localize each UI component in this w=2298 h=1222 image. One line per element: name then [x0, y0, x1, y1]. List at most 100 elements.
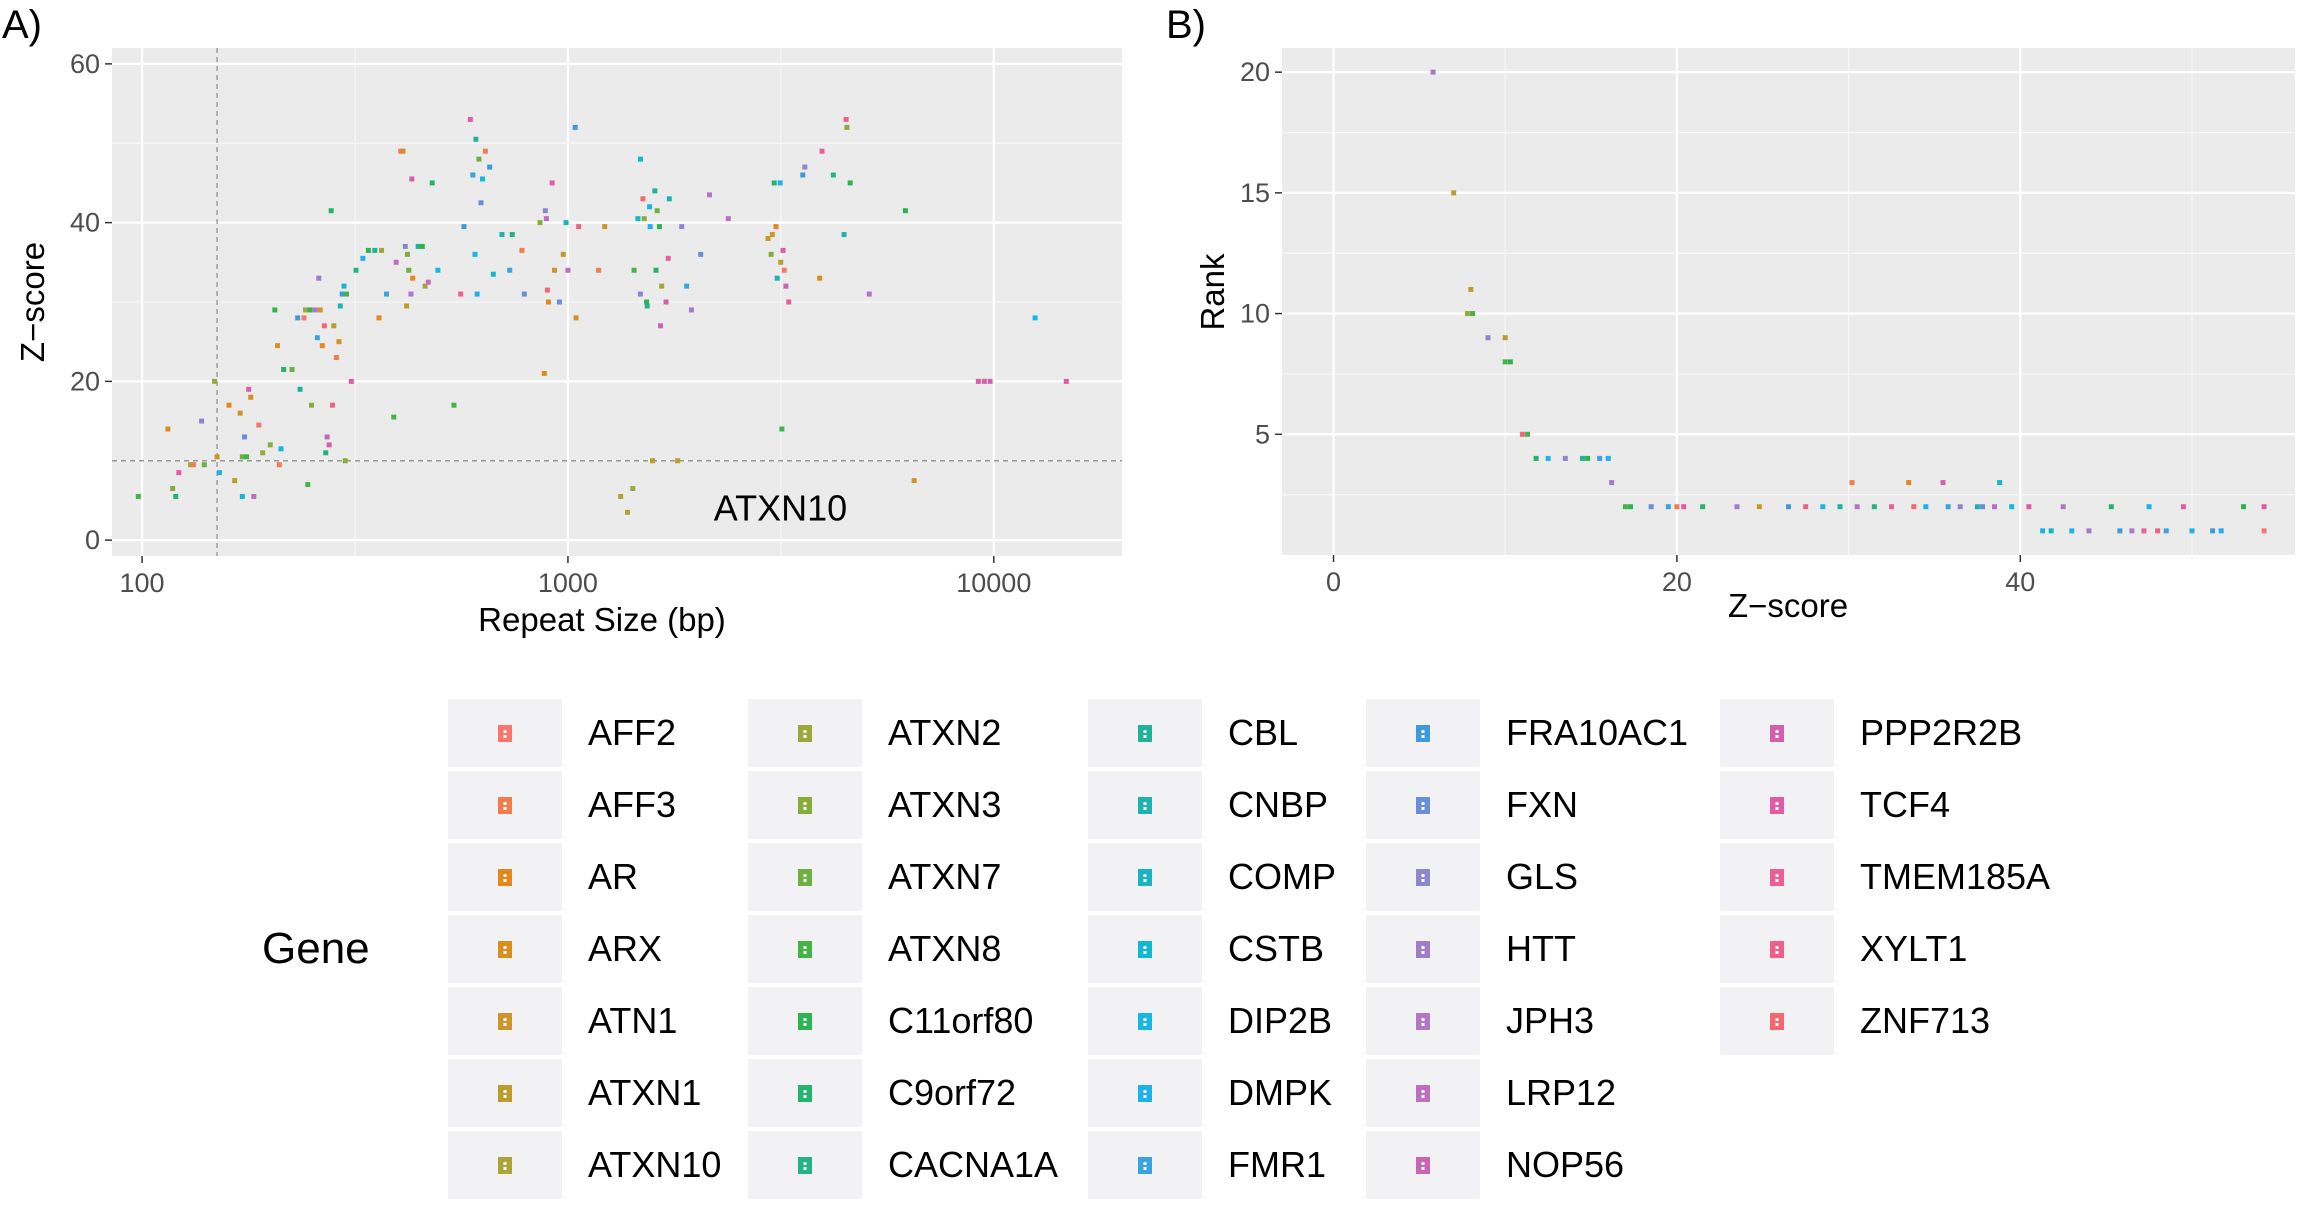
- data-point: [316, 275, 322, 281]
- legend-key-point: [1421, 807, 1425, 810]
- data-point: [1063, 378, 1069, 384]
- data-point: [217, 470, 223, 476]
- x-tick-label: 10000: [956, 568, 1031, 598]
- data-point: [650, 458, 656, 464]
- legend-key-swatch: [498, 941, 512, 958]
- legend-item-htt: HTT: [1366, 915, 1576, 983]
- data-point: [2189, 528, 2195, 534]
- data-point: [537, 220, 543, 226]
- data-point: [165, 426, 171, 432]
- legend-key-swatch: [798, 1085, 812, 1102]
- data-point: [640, 196, 646, 202]
- panel-a-points: [135, 116, 1069, 515]
- data-point: [556, 299, 562, 305]
- data-point: [1430, 69, 1436, 75]
- data-point: [267, 442, 273, 448]
- data-point: [1525, 431, 1531, 437]
- legend-item-tcf4: TCF4: [1720, 771, 1950, 839]
- legend-label: NOP56: [1506, 1144, 1624, 1185]
- legend-item-atn1: ATN1: [448, 987, 677, 1055]
- legend-key-swatch: [1770, 1013, 1784, 1030]
- data-point: [866, 291, 872, 297]
- legend-key-swatch: [1770, 797, 1784, 814]
- data-point: [2155, 528, 2161, 534]
- data-point: [545, 299, 551, 305]
- legend-key-point: [1421, 1090, 1425, 1093]
- data-point: [323, 450, 329, 456]
- legend-key-point: [1143, 1023, 1147, 1026]
- data-point: [1628, 504, 1634, 510]
- data-point: [1906, 480, 1912, 486]
- legend-item-dmpk: DMPK: [1088, 1059, 1332, 1127]
- legend-key-point: [1421, 1167, 1425, 1170]
- data-point: [1849, 480, 1855, 486]
- data-point: [404, 303, 410, 309]
- data-point: [212, 378, 218, 384]
- data-point: [246, 386, 252, 392]
- data-point: [1470, 311, 1476, 317]
- data-point: [565, 267, 571, 273]
- legend-key-swatch: [1138, 869, 1152, 886]
- legend-key-swatch: [798, 941, 812, 958]
- legend-key-point: [803, 879, 807, 882]
- data-point: [1871, 504, 1877, 510]
- x-tick-label: 40: [2005, 567, 2035, 597]
- legend-item-aff2: AFF2: [448, 699, 676, 767]
- data-point: [2048, 528, 2054, 534]
- data-point: [341, 283, 347, 289]
- legend-key-swatch: [798, 869, 812, 886]
- legend-key-point: [1143, 946, 1147, 949]
- legend-key-point: [803, 1095, 807, 1098]
- data-point: [391, 414, 397, 420]
- legend-key-swatch: [1770, 869, 1784, 886]
- data-point: [472, 251, 478, 257]
- data-point: [458, 291, 464, 297]
- data-point: [1945, 504, 1951, 510]
- data-point: [847, 180, 853, 186]
- legend-label: ATXN7: [888, 856, 1001, 897]
- data-point: [1579, 455, 1585, 461]
- data-point: [552, 267, 558, 273]
- data-point: [226, 402, 232, 408]
- legend-key-swatch: [1416, 869, 1430, 886]
- data-point: [402, 243, 408, 249]
- data-point: [276, 462, 282, 468]
- legend-key-swatch: [498, 869, 512, 886]
- legend-label: CNBP: [1228, 784, 1328, 825]
- legend-key-point: [503, 1162, 507, 1165]
- legend-item-c9orf72: C9orf72: [748, 1059, 1016, 1127]
- data-point: [329, 402, 335, 408]
- y-tick-label: 10: [1240, 299, 1270, 329]
- data-point: [474, 291, 480, 297]
- data-point: [461, 224, 467, 230]
- data-point: [2009, 504, 2015, 510]
- data-point: [2117, 528, 2123, 534]
- data-point: [237, 410, 243, 416]
- data-point: [902, 208, 908, 214]
- panel-b-y-axis-title: Rank: [1194, 253, 1231, 331]
- data-point: [295, 315, 301, 321]
- legend-item-arx: ARX: [448, 915, 662, 983]
- legend-key-point: [1143, 879, 1147, 882]
- legend-key-point: [1421, 874, 1425, 877]
- legend-key-point: [803, 1090, 807, 1093]
- data-point: [1700, 504, 1706, 510]
- legend-item-fmr1: FMR1: [1088, 1131, 1326, 1199]
- legend-key-swatch: [498, 1085, 512, 1102]
- data-point: [1665, 504, 1671, 510]
- data-point: [1562, 455, 1568, 461]
- data-point: [509, 232, 515, 238]
- data-point: [1674, 504, 1680, 510]
- data-point: [698, 251, 704, 257]
- data-point: [659, 283, 665, 289]
- legend-key-point: [1775, 1018, 1779, 1021]
- data-point: [451, 402, 457, 408]
- data-point: [201, 462, 207, 468]
- data-point: [665, 255, 671, 261]
- legend-item-cacna1a: CACNA1A: [748, 1131, 1058, 1199]
- legend-label: GLS: [1506, 856, 1578, 897]
- data-point: [314, 335, 320, 341]
- legend-key-point: [503, 1018, 507, 1021]
- data-point: [781, 267, 787, 273]
- data-point: [644, 299, 650, 305]
